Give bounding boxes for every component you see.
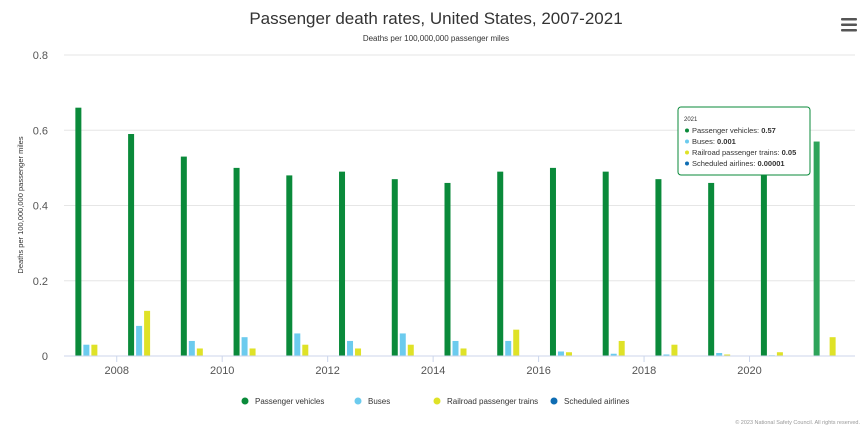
- bar-railroad-passenger-trains-2008[interactable]: [144, 310, 151, 356]
- bar-railroad-passenger-trains-2013[interactable]: [407, 344, 414, 356]
- bar-railroad-passenger-trains-2007[interactable]: [91, 344, 98, 356]
- tooltip-row: Buses: 0.001: [692, 137, 736, 146]
- y-tick-label: 0.4: [33, 201, 48, 213]
- bar-passenger-vehicles-2021[interactable]: [813, 141, 820, 356]
- tooltip-row: Scheduled airlines: 0.00001: [692, 159, 785, 168]
- tooltip-marker: [685, 128, 689, 133]
- legend-label: Railroad passenger trains: [447, 397, 538, 406]
- legend-marker: [241, 397, 249, 405]
- legend-label: Scheduled airlines: [564, 397, 629, 406]
- y-tick-label: 0: [42, 351, 48, 363]
- x-tick-label: 2020: [737, 365, 761, 377]
- bar-railroad-passenger-trains-2021[interactable]: [829, 337, 836, 356]
- tooltip-row: Passenger vehicles: 0.57: [692, 126, 776, 135]
- bar-railroad-passenger-trains-2020[interactable]: [776, 352, 783, 356]
- y-axis-ticks: 0 0.2 0.4 0.6 0.8: [33, 50, 48, 363]
- bar-buses-2007[interactable]: [83, 344, 90, 356]
- legend-label: Passenger vehicles: [255, 397, 324, 406]
- legend-marker: [550, 397, 558, 405]
- legend-item-scheduled-airlines[interactable]: Scheduled airlines: [550, 397, 630, 406]
- legend-item-buses[interactable]: Buses: [354, 397, 391, 406]
- x-tick-label: 2016: [526, 365, 550, 377]
- tooltip-marker: [685, 150, 689, 155]
- bar-passenger-vehicles-2013[interactable]: [391, 179, 398, 356]
- bar-buses-2016[interactable]: [557, 351, 564, 356]
- bar-buses-2011[interactable]: [294, 333, 301, 356]
- y-tick-label: 0.6: [33, 125, 48, 137]
- bar-buses-2014[interactable]: [452, 340, 459, 356]
- gridlines: [64, 54, 855, 282]
- x-tick-label: 2018: [632, 365, 656, 377]
- bar-buses-2013[interactable]: [399, 333, 406, 356]
- credit-text: © 2023 National Safety Council. All righ…: [735, 419, 860, 426]
- y-tick-label: 0.8: [33, 50, 48, 62]
- legend: Passenger vehicles Buses Railroad passenge…: [241, 397, 630, 406]
- bar-buses-2008[interactable]: [136, 325, 143, 356]
- bar-buses-2015[interactable]: [505, 340, 512, 356]
- bar-railroad-passenger-trains-2016[interactable]: [565, 352, 572, 356]
- bar-buses-2010[interactable]: [241, 337, 248, 356]
- x-axis-ticks: 2008 2010 2012 2014 2016 2018 2020: [104, 356, 762, 377]
- tooltip-row: Railroad passenger trains: 0.05: [692, 148, 796, 157]
- x-tick-label: 2012: [315, 365, 339, 377]
- x-tick-label: 2008: [104, 365, 128, 377]
- bar-passenger-vehicles-2010[interactable]: [233, 167, 240, 357]
- bar-buses-2019[interactable]: [716, 352, 723, 356]
- bar-passenger-vehicles-2018[interactable]: [655, 179, 662, 356]
- tooltip-header: 2021: [684, 117, 698, 123]
- y-tick-label: 0.2: [33, 276, 48, 288]
- bar-buses-2009[interactable]: [188, 340, 195, 356]
- bars: [75, 107, 844, 357]
- tooltip-box: [677, 106, 811, 176]
- tooltip: 2021 Passenger vehicles: 0.57 Buses: 0.00…: [677, 106, 811, 176]
- bar-passenger-vehicles-2009[interactable]: [180, 156, 187, 356]
- x-tick-label: 2014: [421, 365, 445, 377]
- legend-item-railroad-passenger-trains[interactable]: Railroad passenger trains: [433, 397, 539, 406]
- bar-passenger-vehicles-2016[interactable]: [549, 167, 556, 357]
- bar-passenger-vehicles-2019[interactable]: [708, 182, 715, 356]
- bar-railroad-passenger-trains-2009[interactable]: [196, 348, 203, 356]
- bar-railroad-passenger-trains-2014[interactable]: [460, 348, 467, 356]
- bar-passenger-vehicles-2012[interactable]: [339, 171, 346, 356]
- tooltip-marker: [685, 161, 689, 166]
- bar-passenger-vehicles-2011[interactable]: [286, 175, 293, 356]
- chart-subtitle: Deaths per 100,000,000 passenger miles: [363, 34, 509, 43]
- bar-passenger-vehicles-2008[interactable]: [128, 134, 135, 356]
- tooltip-marker: [685, 139, 689, 144]
- chart-title: Passenger death rates, United States, 20…: [249, 9, 622, 28]
- bar-railroad-passenger-trains-2011[interactable]: [302, 344, 309, 356]
- bar-railroad-passenger-trains-2012[interactable]: [355, 348, 362, 356]
- legend-marker: [354, 397, 362, 405]
- legend-item-passenger-vehicles[interactable]: Passenger vehicles: [241, 397, 325, 406]
- legend-marker: [433, 397, 441, 405]
- bar-passenger-vehicles-2015[interactable]: [497, 171, 504, 356]
- bar-passenger-vehicles-2007[interactable]: [75, 107, 82, 357]
- x-tick-label: 2010: [210, 365, 234, 377]
- bar-passenger-vehicles-2017[interactable]: [602, 171, 609, 356]
- bar-railroad-passenger-trains-2010[interactable]: [249, 348, 256, 356]
- legend-label: Buses: [368, 397, 390, 406]
- bar-passenger-vehicles-2014[interactable]: [444, 182, 451, 356]
- bar-buses-2012[interactable]: [347, 340, 354, 356]
- bar-passenger-vehicles-2020[interactable]: [760, 160, 767, 356]
- bar-railroad-passenger-trains-2017[interactable]: [618, 340, 625, 356]
- bar-buses-2017[interactable]: [610, 353, 617, 356]
- bar-railroad-passenger-trains-2019[interactable]: [724, 354, 731, 357]
- bar-railroad-passenger-trains-2018[interactable]: [671, 344, 678, 356]
- bar-railroad-passenger-trains-2015[interactable]: [513, 329, 520, 356]
- hamburger-menu-icon[interactable]: [838, 15, 858, 35]
- y-axis-label: Deaths per 100,000,000 passenger miles: [16, 136, 25, 273]
- bar-buses-2018[interactable]: [663, 354, 670, 357]
